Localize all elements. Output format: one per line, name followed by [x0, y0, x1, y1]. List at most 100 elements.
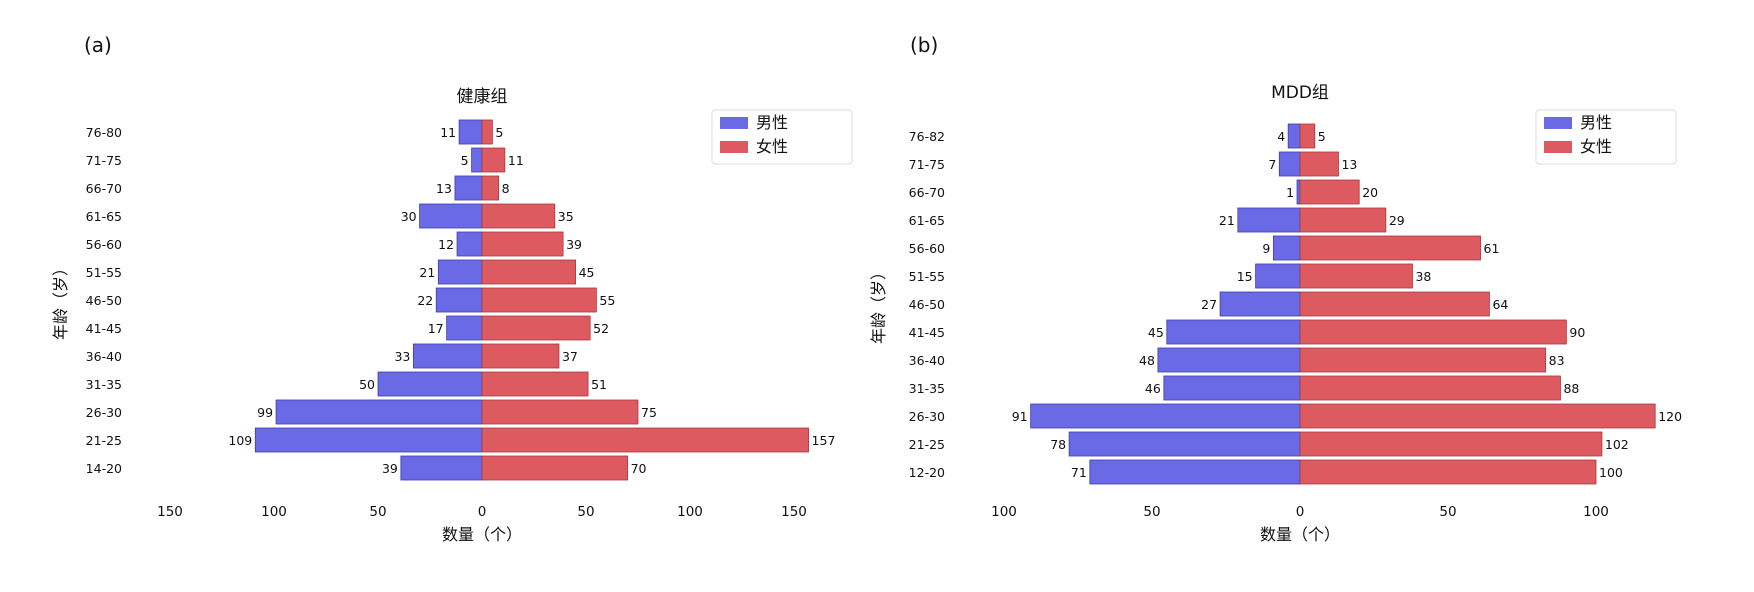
bar-female [481, 343, 560, 369]
bar-male [458, 119, 483, 145]
data-label-male: 12 [438, 237, 454, 252]
legend-swatch [1544, 141, 1572, 153]
bar-male [412, 343, 483, 369]
bar-male [1219, 291, 1301, 317]
bar-male [1163, 375, 1301, 401]
data-label-male: 109 [228, 433, 252, 448]
legend-label: 男性 [1580, 113, 1612, 132]
data-label-female: 75 [641, 405, 657, 420]
data-label-female: 13 [1341, 157, 1357, 172]
x-tick-label: 50 [1143, 504, 1160, 520]
bar-female [1299, 347, 1547, 373]
data-label-male: 17 [428, 321, 444, 336]
data-label-female: 88 [1563, 381, 1579, 396]
data-label-male: 50 [359, 377, 375, 392]
bar-male [437, 259, 483, 285]
y-tick-label: 71-75 [86, 153, 122, 168]
y-tick-label: 56-60 [86, 237, 122, 252]
data-label-male: 91 [1012, 409, 1028, 424]
y-axis-label: 年龄（岁） [869, 264, 888, 344]
data-label-male: 21 [419, 265, 435, 280]
x-axis-label: 数量（个） [1260, 525, 1340, 544]
y-tick-label: 46-50 [86, 293, 122, 308]
x-axis-label: 数量（个） [442, 525, 522, 544]
bar-male [456, 231, 483, 257]
bar-female [481, 315, 591, 341]
bar-male [275, 399, 483, 425]
bar-male [400, 455, 483, 481]
data-label-female: 100 [1599, 465, 1623, 480]
data-label-female: 51 [591, 377, 607, 392]
data-label-female: 64 [1492, 297, 1508, 312]
y-tick-label: 76-80 [86, 125, 122, 140]
legend-swatch [720, 141, 748, 153]
bar-female [481, 231, 564, 257]
y-tick-label: 41-45 [86, 321, 122, 336]
bar-male [1166, 319, 1301, 345]
y-tick-label: 66-70 [909, 185, 945, 200]
x-tick-label: 100 [991, 504, 1017, 520]
bar-female [1299, 179, 1360, 205]
data-label-female: 11 [508, 153, 524, 168]
data-label-male: 4 [1277, 129, 1285, 144]
data-label-male: 33 [394, 349, 410, 364]
chart-title: MDD组 [1271, 83, 1329, 103]
y-tick-label: 46-50 [909, 297, 945, 312]
y-tick-label: 12-20 [909, 465, 945, 480]
y-axis-label: 年龄（岁） [51, 260, 70, 340]
bar-female [481, 455, 629, 481]
data-label-male: 45 [1148, 325, 1164, 340]
data-label-male: 71 [1071, 465, 1087, 480]
data-label-male: 48 [1139, 353, 1155, 368]
data-label-female: 157 [812, 433, 836, 448]
data-label-female: 29 [1389, 213, 1405, 228]
y-tick-label: 14-20 [86, 461, 122, 476]
y-tick-label: 51-55 [86, 265, 122, 280]
x-tick-label: 0 [478, 504, 487, 520]
data-label-male: 78 [1050, 437, 1066, 452]
data-label-female: 8 [502, 181, 510, 196]
x-tick-label: 50 [577, 504, 594, 520]
x-tick-label: 150 [157, 504, 183, 520]
y-tick-label: 61-65 [86, 209, 122, 224]
data-label-female: 90 [1569, 325, 1585, 340]
bar-male [1068, 431, 1301, 457]
bar-female [1299, 459, 1597, 485]
bar-female [481, 399, 639, 425]
bar-male [1272, 235, 1301, 261]
y-tick-label: 41-45 [909, 325, 945, 340]
legend-label: 男性 [756, 113, 788, 132]
chart-title: 健康组 [457, 87, 508, 107]
bar-female [481, 427, 809, 453]
bar-male [254, 427, 483, 453]
data-label-female: 20 [1362, 185, 1378, 200]
legend-swatch [1544, 117, 1572, 129]
y-tick-label: 31-35 [86, 377, 122, 392]
bar-male [377, 371, 483, 397]
data-label-male: 13 [436, 181, 452, 196]
x-tick-label: 0 [1296, 504, 1305, 520]
data-label-female: 70 [631, 461, 647, 476]
x-tick-label: 100 [677, 504, 703, 520]
data-label-female: 120 [1658, 409, 1682, 424]
y-tick-label: 56-60 [909, 241, 945, 256]
data-label-male: 1 [1286, 185, 1294, 200]
bar-female [1299, 263, 1413, 289]
data-label-female: 5 [1318, 129, 1326, 144]
x-tick-label: 150 [781, 504, 807, 520]
bar-female [1299, 291, 1490, 317]
bar-female [481, 175, 500, 201]
y-tick-label: 76-82 [909, 129, 945, 144]
bar-male [1296, 179, 1301, 205]
data-label-female: 37 [562, 349, 578, 364]
bar-male [1157, 347, 1301, 373]
data-label-female: 38 [1415, 269, 1431, 284]
bar-female [1299, 235, 1481, 261]
bar-female [481, 147, 506, 173]
bar-female [1299, 151, 1339, 177]
bar-male [1089, 459, 1301, 485]
data-label-male: 46 [1145, 381, 1161, 396]
bar-male [454, 175, 483, 201]
